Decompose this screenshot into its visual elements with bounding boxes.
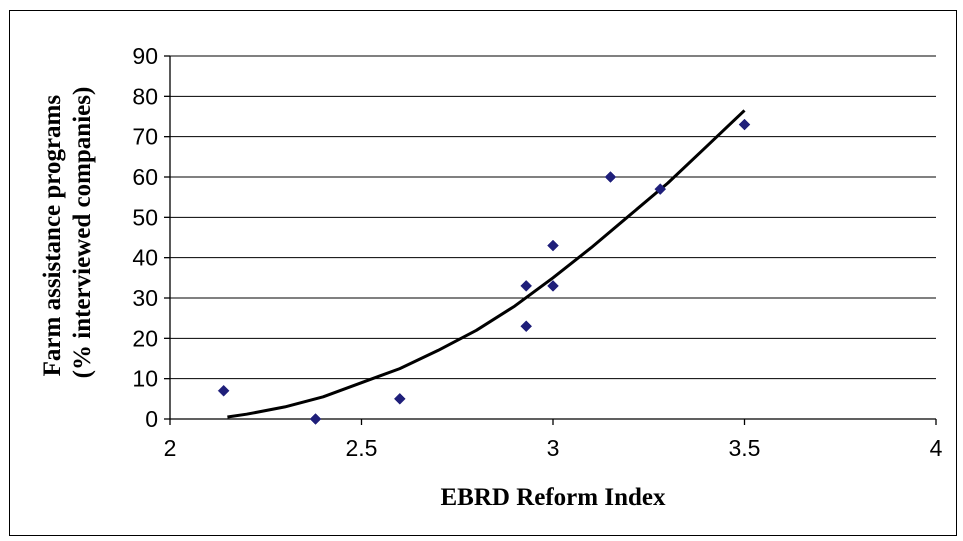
axes <box>164 55 937 425</box>
y-tick-label: 10 <box>132 366 158 392</box>
y-axis-title-line-2: (% interviewed companies) <box>69 87 96 379</box>
data-point <box>217 384 230 397</box>
y-tick-label: 30 <box>132 285 158 311</box>
scatter-chart: 0 10 20 30 40 50 60 70 80 90 2 2.5 3 3.5 4 EBRD Refor… <box>39 43 943 511</box>
x-axis-title: EBRD Reform Index <box>441 484 666 511</box>
y-tick-label: 80 <box>132 83 158 109</box>
y-tick-label: 60 <box>132 164 158 190</box>
y-tick-label: 40 <box>132 245 158 271</box>
y-tick-label: 50 <box>132 204 158 230</box>
x-tick-labels: 2 2.5 3 3.5 4 <box>164 435 943 461</box>
y-tick-label: 20 <box>132 325 158 351</box>
x-tick-label: 3.5 <box>729 435 761 461</box>
data-point <box>309 413 322 425</box>
data-point <box>547 280 559 292</box>
y-tick-label: 70 <box>132 124 158 150</box>
y-axis-title-line-1: Farm assistance programs <box>39 95 66 377</box>
data-points <box>217 118 751 425</box>
data-point <box>393 392 406 405</box>
trendline <box>227 109 746 419</box>
data-point <box>654 183 667 195</box>
y-tick-label: 0 <box>145 406 158 432</box>
y-tick-label: 90 <box>132 43 158 69</box>
x-tick-label: 2.5 <box>346 435 378 461</box>
data-point <box>547 239 559 252</box>
y-axis-title: Farm assistance programs (% interviewed … <box>39 87 96 379</box>
x-tick-label: 4 <box>930 435 943 461</box>
data-point <box>604 171 617 183</box>
y-tick-labels: 0 10 20 30 40 50 60 70 80 90 <box>132 43 158 432</box>
gridlines <box>170 55 936 380</box>
x-tick-label: 3 <box>547 435 560 461</box>
data-point <box>520 280 533 292</box>
x-tick-label: 2 <box>164 435 177 461</box>
data-point <box>520 320 533 333</box>
data-point <box>738 118 751 131</box>
trendline-group <box>227 109 746 419</box>
chart-frame: 0 10 20 30 40 50 60 70 80 90 2 2.5 3 3.5 4 EBRD Refor… <box>9 10 957 536</box>
